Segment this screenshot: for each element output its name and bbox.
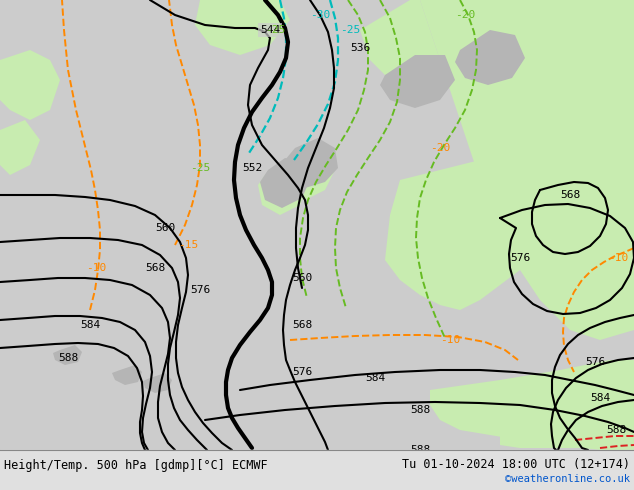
Polygon shape — [143, 373, 172, 393]
Text: 576: 576 — [510, 253, 530, 263]
Text: -30: -30 — [310, 10, 330, 20]
Text: 588: 588 — [606, 425, 626, 435]
Polygon shape — [258, 160, 308, 215]
Polygon shape — [282, 140, 335, 200]
Text: -25: -25 — [190, 163, 210, 173]
Text: Height/Temp. 500 hPa [gdmp][°C] ECMWF: Height/Temp. 500 hPa [gdmp][°C] ECMWF — [4, 459, 268, 472]
Text: 588: 588 — [410, 405, 430, 415]
Text: -25: -25 — [340, 25, 360, 35]
Polygon shape — [53, 345, 82, 365]
Polygon shape — [0, 120, 40, 175]
Polygon shape — [260, 158, 310, 208]
Text: 576: 576 — [585, 357, 605, 367]
Text: 588: 588 — [58, 353, 78, 363]
Polygon shape — [380, 55, 455, 108]
Text: 536: 536 — [350, 43, 370, 53]
Text: ©weatheronline.co.uk: ©weatheronline.co.uk — [505, 474, 630, 484]
Text: 584: 584 — [80, 320, 100, 330]
Polygon shape — [430, 360, 634, 450]
Text: 576: 576 — [292, 367, 312, 377]
Text: 584: 584 — [365, 373, 385, 383]
Polygon shape — [0, 50, 60, 120]
Text: 584: 584 — [590, 393, 610, 403]
Polygon shape — [195, 0, 290, 55]
Text: 560: 560 — [292, 273, 312, 283]
Text: -10: -10 — [86, 263, 106, 273]
Polygon shape — [545, 140, 634, 220]
Polygon shape — [420, 0, 634, 340]
Text: 560: 560 — [155, 223, 175, 233]
Polygon shape — [385, 155, 634, 310]
Text: -20: -20 — [430, 143, 450, 153]
Polygon shape — [285, 138, 338, 188]
Polygon shape — [112, 365, 142, 385]
Text: Tu 01-10-2024 18:00 UTC (12+174): Tu 01-10-2024 18:00 UTC (12+174) — [402, 458, 630, 470]
Text: 576: 576 — [190, 285, 210, 295]
Text: -25: -25 — [265, 25, 285, 35]
Text: -10: -10 — [608, 253, 628, 263]
Text: -15: -15 — [178, 240, 198, 250]
Text: 568: 568 — [560, 190, 580, 200]
Text: 544: 544 — [260, 25, 280, 35]
Text: 568: 568 — [292, 320, 312, 330]
Text: -10: -10 — [440, 335, 460, 345]
Polygon shape — [360, 0, 440, 90]
Bar — [0, 450, 634, 490]
Polygon shape — [455, 30, 525, 85]
Text: -20: -20 — [455, 10, 475, 20]
Polygon shape — [480, 0, 634, 100]
Text: 552: 552 — [242, 163, 262, 173]
Text: 588: 588 — [410, 445, 430, 455]
Polygon shape — [500, 415, 634, 450]
Text: 568: 568 — [145, 263, 165, 273]
